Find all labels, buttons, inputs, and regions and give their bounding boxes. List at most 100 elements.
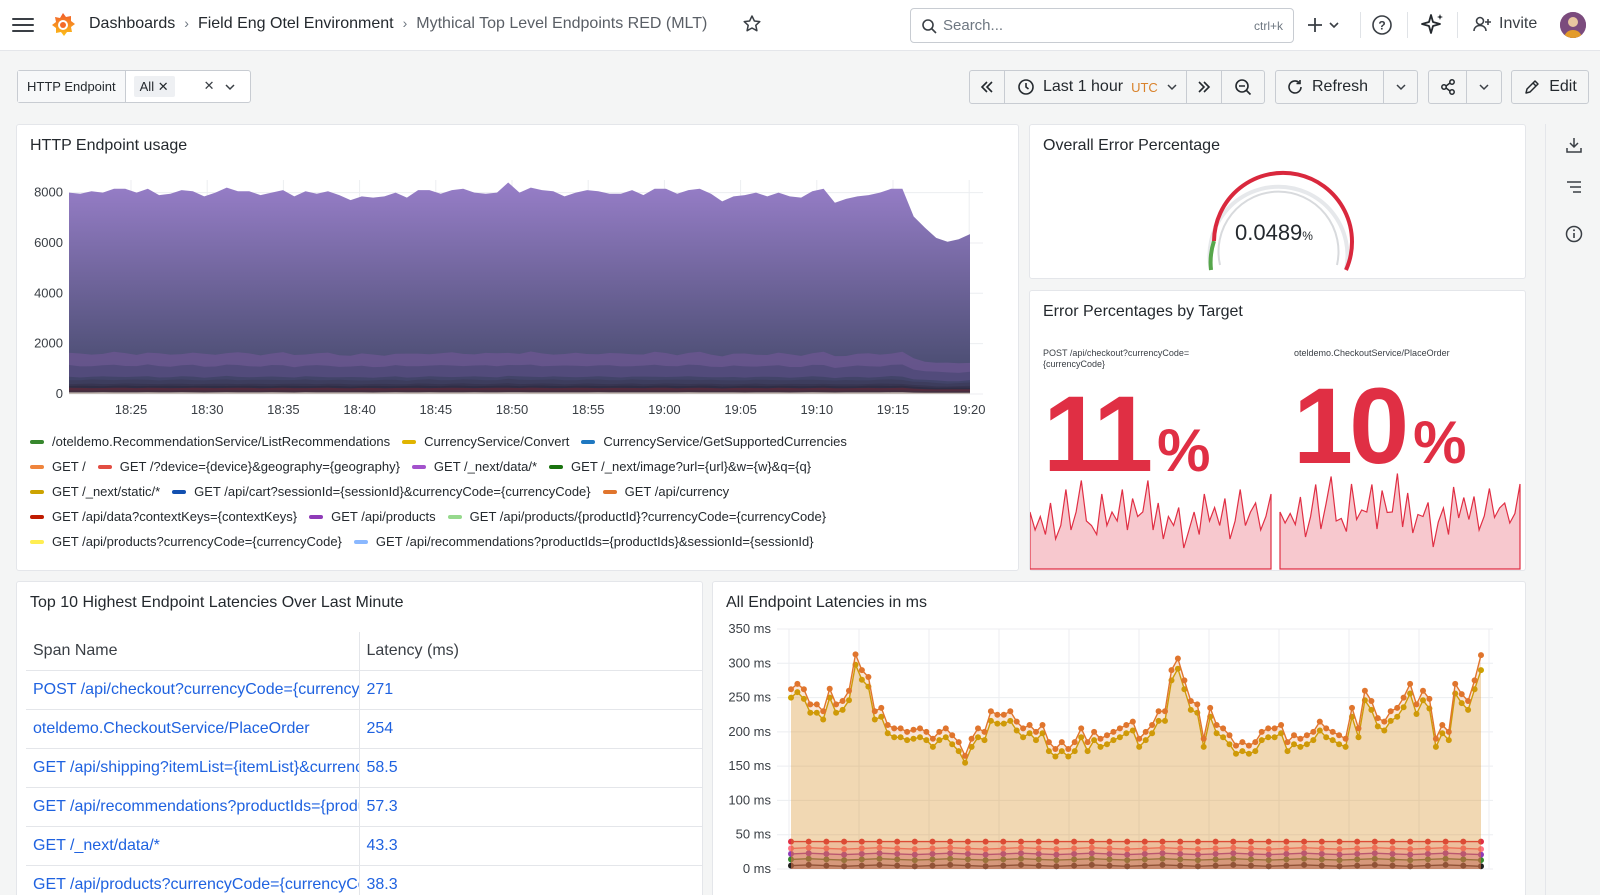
help-icon[interactable]: ? [1370,13,1394,37]
legend-swatch [447,514,462,519]
area-series [69,392,970,394]
breadcrumb-dashboards[interactable]: Dashboards [89,15,176,32]
legend-item[interactable]: GET /?device={device}&geography={geograp… [97,459,400,474]
panel-title[interactable]: Error Percentages by Target [1043,303,1243,320]
hamburger-menu-icon[interactable] [10,12,36,38]
export-icon[interactable] [1564,135,1584,155]
legend-item[interactable]: GET /_next/image?url={url}&w={w}&q={q} [549,459,811,474]
usage-area-chart[interactable]: 0 2000 4000 6000 8000 18:25 18:30 18:35 18:40 18:… [17,125,1020,425]
series-point [929,850,936,857]
legend-item[interactable]: GET /api/cart?sessionId={sessionId}&curr… [172,484,591,499]
clear-selection-icon[interactable]: ✕ [203,78,215,93]
span-name-link[interactable]: oteldemo.CheckoutService/PlaceOrder [26,709,360,749]
time-shift-forward-button[interactable] [1186,70,1222,104]
series-point [911,838,918,845]
span-name-link[interactable]: GET /_next/data/* [26,826,360,866]
legend-item[interactable]: GET /api/currency [602,484,729,499]
panel-title[interactable]: All Endpoint Latencies in ms [726,594,927,611]
legend-item[interactable]: GET /api/products?currencyCode={currency… [30,534,342,549]
series-point [1212,856,1219,863]
latency-value[interactable]: 38.3 [359,865,702,895]
time-range-picker[interactable]: Last 1 hour UTC [1004,70,1187,104]
series-point [1400,694,1407,701]
series-point [788,845,794,852]
series-point [947,838,954,845]
info-icon[interactable] [1564,224,1584,244]
series-point [1407,857,1414,864]
series-point [1053,863,1060,870]
legend-item[interactable]: GET /api/recommendations?productIds={pro… [353,534,814,549]
span-name-link[interactable]: GET /api/products?currencyCode={currency… [26,865,360,895]
legend-item[interactable]: GET /api/data?contextKeys={contextKeys} [30,509,297,524]
series-point [1123,730,1130,737]
series-point [1478,846,1484,853]
panel-title[interactable]: Top 10 Highest Endpoint Latencies Over L… [30,594,404,611]
outline-list-icon[interactable] [1564,177,1584,197]
series-point [1106,856,1113,863]
series-point [1141,838,1148,845]
series-point [1424,845,1431,852]
span-name-link[interactable]: POST /api/checkout?currencyCode={currenc… [26,670,360,710]
breadcrumb-folder[interactable]: Field Eng Otel Environment [197,15,394,32]
panel-title[interactable]: HTTP Endpoint usage [30,137,188,154]
latency-value[interactable]: 254 [359,709,702,749]
column-header-span-name[interactable]: Span Name [26,632,360,671]
series-point [1136,735,1143,742]
grafana-logo-icon[interactable] [49,11,77,39]
legend-item[interactable]: CurrencyService/GetSupportedCurrencies [581,434,847,449]
series-point [1354,862,1361,869]
series-point [1129,727,1136,734]
series-point [841,838,848,845]
latency-value[interactable]: 57.3 [359,787,702,827]
series-point [923,728,930,735]
legend-item[interactable]: GET /api/products/{productId}?currencyCo… [447,509,826,524]
span-name-link[interactable]: GET /api/shipping?itemList={itemList}&cu… [26,748,360,788]
ai-assistant-icon[interactable] [1420,12,1446,38]
series-point [1283,856,1290,863]
chevron-down-icon[interactable] [224,82,236,92]
legend-item[interactable]: GET / [30,459,86,474]
latency-value[interactable]: 58.5 [359,748,702,788]
add-new-icon[interactable] [1306,13,1342,37]
latency-value[interactable]: 271 [359,670,702,710]
series-point [1389,850,1396,857]
series-point [1181,686,1188,693]
search-input[interactable]: Search... ctrl+k [910,8,1294,43]
series-point [1303,732,1310,739]
series-point [846,697,852,704]
legend-item[interactable]: CurrencyService/Convert [402,434,569,449]
legend-item[interactable]: GET /_next/static/* [30,484,160,499]
series-point [1142,728,1149,735]
legend-item[interactable]: /oteldemo.RecommendationService/ListReco… [30,434,390,449]
clock-icon [1018,79,1034,95]
time-shift-back-button[interactable] [969,70,1005,104]
invite-button[interactable]: Invite [1472,14,1537,34]
latency-line-chart[interactable]: 0 ms 50 ms 100 ms 150 ms 200 ms 250 ms 300 ms 3… [713,582,1526,895]
refresh-icon [1288,80,1302,94]
variable-select[interactable]: All ✕ ✕ [126,71,250,102]
refresh-interval-dropdown[interactable] [1383,70,1418,104]
refresh-button[interactable]: Refresh [1275,70,1384,104]
legend-item[interactable]: GET /api/products [309,509,436,524]
share-button[interactable] [1428,70,1467,104]
series-point [1177,845,1184,852]
span-name-link[interactable]: GET /api/recommendations?productIds={pro… [26,787,360,827]
series-point [878,704,885,711]
latency-value[interactable]: 43.3 [359,826,702,866]
panel-title[interactable]: Overall Error Percentage [1043,137,1220,154]
series-point [1381,727,1388,734]
series-point [1162,708,1168,715]
series-point [1439,722,1446,728]
legend-swatch [353,539,368,544]
series-point [962,759,969,766]
edit-button[interactable]: Edit [1511,70,1589,104]
series-point [841,863,848,870]
avatar[interactable] [1560,12,1586,38]
legend-item[interactable]: GET /_next/data/* [411,459,537,474]
remove-chip-icon[interactable]: ✕ [157,79,169,94]
series-point [1318,862,1325,869]
zoom-out-button[interactable] [1221,70,1265,104]
star-favorite-icon[interactable] [742,14,762,34]
share-options-dropdown[interactable] [1466,70,1502,104]
column-header-latency[interactable]: Latency (ms) [359,632,702,671]
